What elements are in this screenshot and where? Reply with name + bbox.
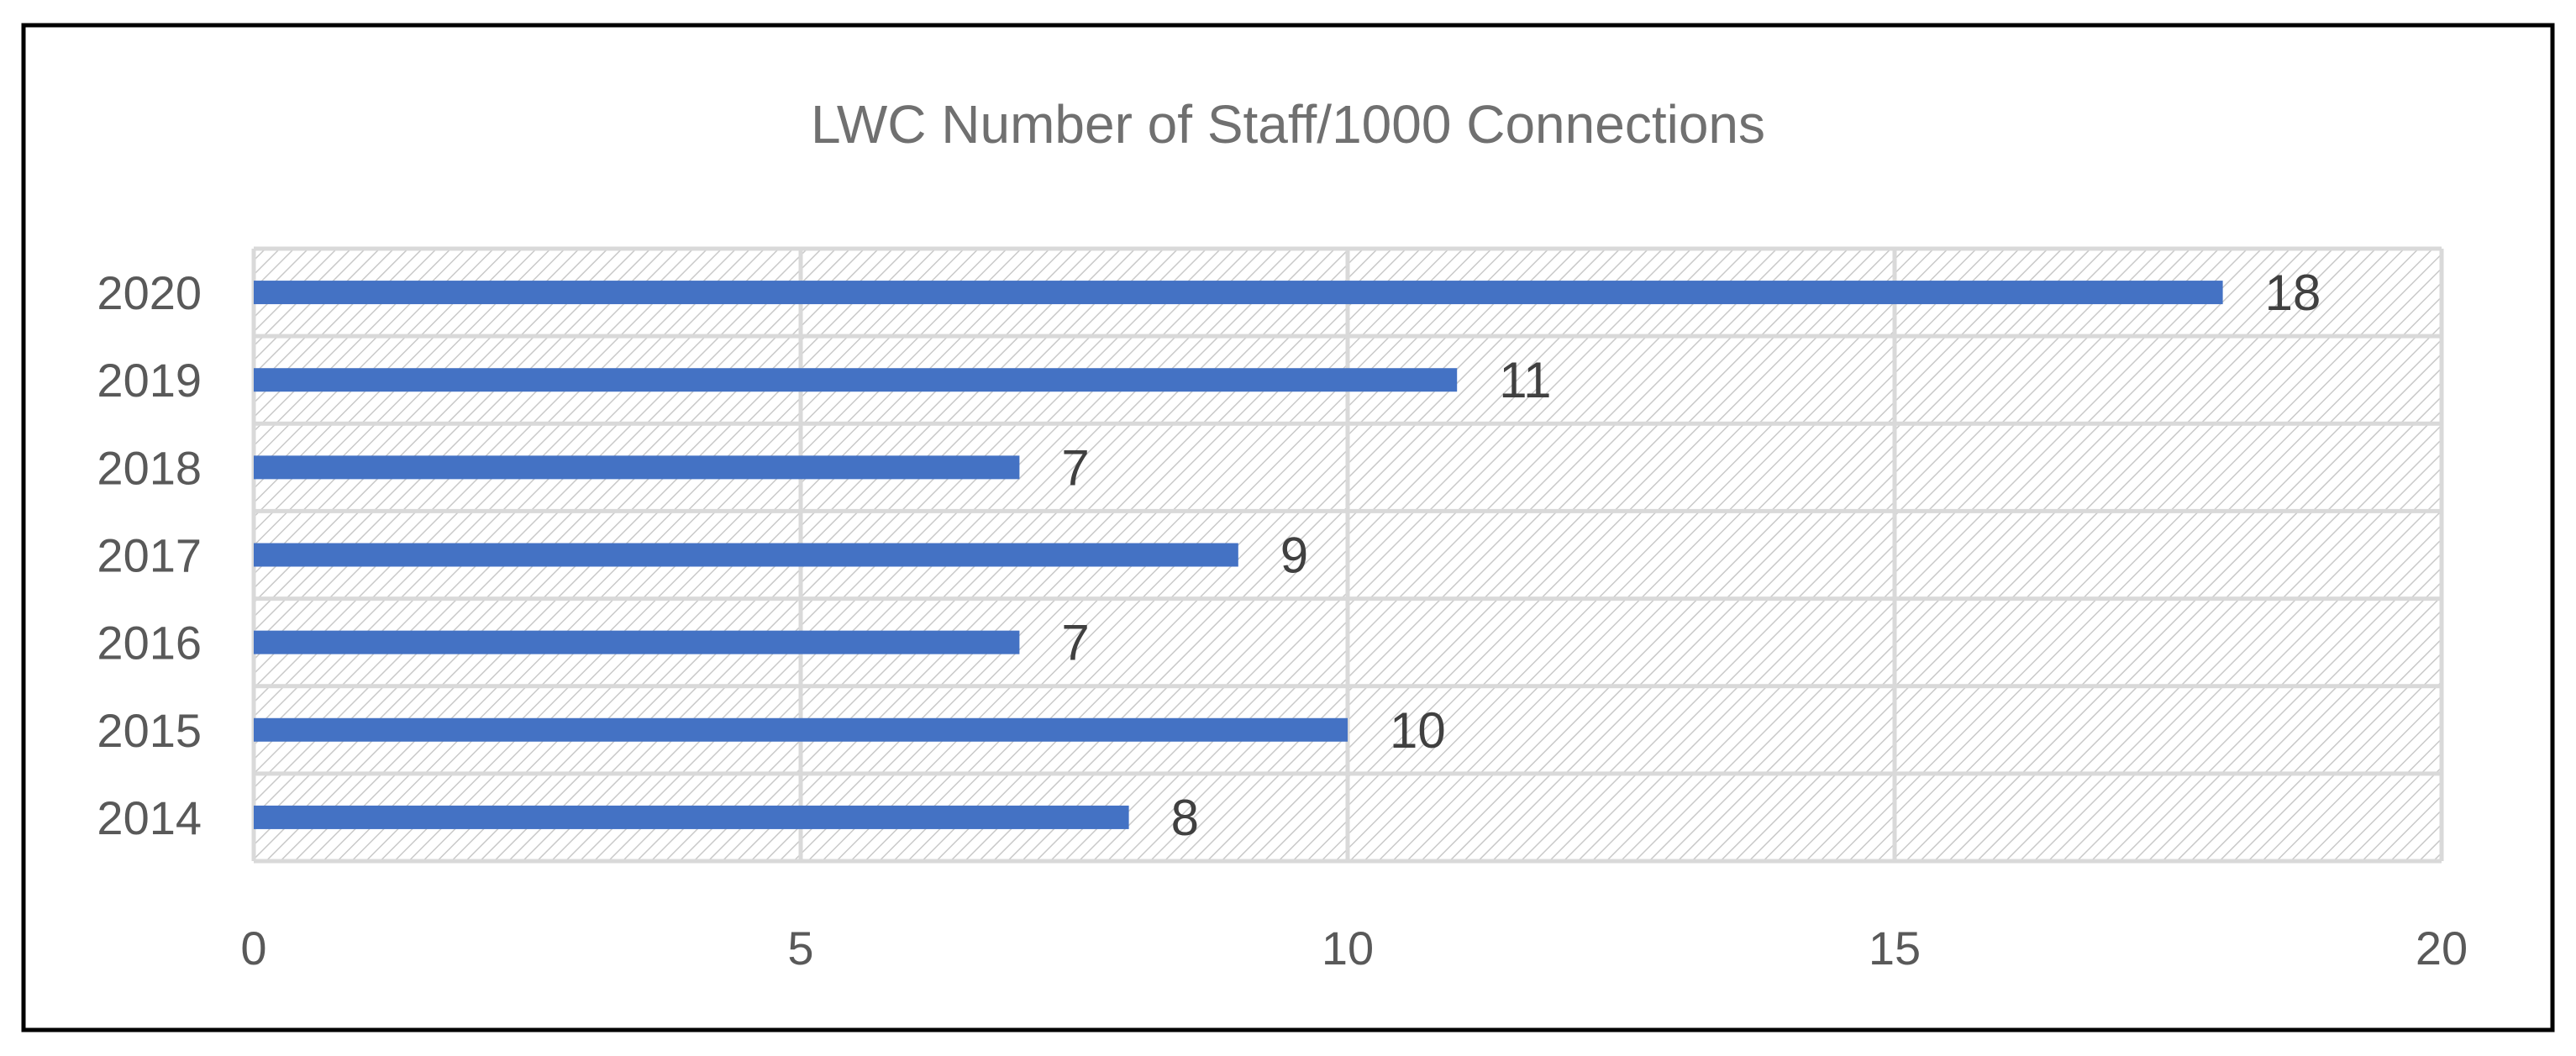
data-label-2018: 7 bbox=[1061, 439, 1089, 496]
bar-2014 bbox=[254, 805, 1129, 829]
value-axis-labels: 0 5 10 15 20 bbox=[240, 922, 2468, 975]
x-tick-label: 20 bbox=[2416, 922, 2468, 975]
data-label-2014: 8 bbox=[1171, 790, 1199, 846]
category-label-2014: 2014 bbox=[97, 791, 202, 844]
data-label-2019: 11 bbox=[1499, 352, 1551, 408]
data-label-2017: 9 bbox=[1280, 528, 1308, 584]
chart-title: LWC Number of Staff/1000 Connections bbox=[811, 94, 1765, 155]
bars bbox=[254, 281, 2223, 829]
data-label-2015: 10 bbox=[1390, 702, 1446, 759]
bar-2016 bbox=[254, 630, 1020, 654]
x-tick-label: 0 bbox=[240, 922, 266, 975]
horizontal-gridlines bbox=[254, 246, 2442, 864]
bar-2018 bbox=[254, 455, 1020, 480]
category-label-2015: 2015 bbox=[97, 704, 202, 757]
data-label-2020: 18 bbox=[2265, 265, 2321, 321]
category-label-2020: 2020 bbox=[97, 266, 202, 319]
category-label-2016: 2016 bbox=[97, 617, 202, 670]
x-tick-label: 10 bbox=[1322, 922, 1374, 975]
data-label-2016: 7 bbox=[1061, 615, 1089, 671]
category-label-2018: 2018 bbox=[97, 441, 202, 494]
category-label-2017: 2017 bbox=[97, 529, 202, 582]
bar-2017 bbox=[254, 543, 1238, 567]
category-axis-labels: 2020 2019 2018 2017 2016 2015 2014 bbox=[97, 266, 202, 844]
data-labels: 18 11 7 9 7 10 8 bbox=[1061, 265, 2321, 846]
category-label-2019: 2019 bbox=[97, 354, 202, 407]
x-tick-label: 5 bbox=[787, 922, 813, 975]
bar-2020 bbox=[254, 281, 2223, 305]
bar-2019 bbox=[254, 368, 1458, 392]
bar-2015 bbox=[254, 717, 1348, 742]
x-tick-label: 15 bbox=[1869, 922, 1921, 975]
